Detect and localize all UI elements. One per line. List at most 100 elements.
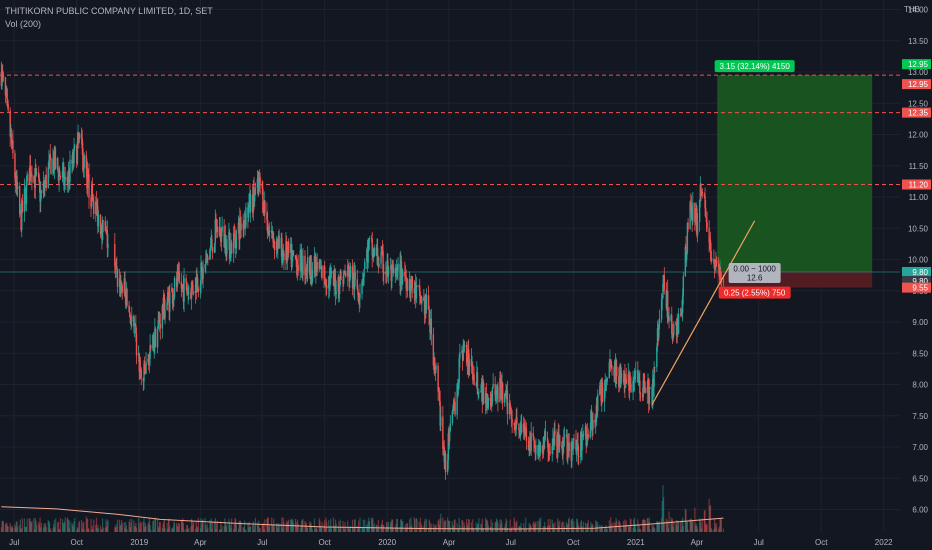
volume-bar bbox=[453, 519, 456, 532]
axis-price-label[interactable]: 9.80 bbox=[902, 276, 931, 286]
volume-bar bbox=[440, 513, 442, 532]
volume-bar bbox=[47, 520, 49, 532]
candle-body bbox=[722, 280, 725, 283]
candle-body bbox=[240, 223, 242, 231]
volume-bar bbox=[706, 524, 708, 532]
volume-bar bbox=[413, 517, 415, 532]
stop-label[interactable]: 0.25 (2.55%) 750 bbox=[718, 286, 791, 299]
volume-bar bbox=[435, 524, 437, 532]
volume-bar bbox=[627, 524, 629, 532]
volume-bar bbox=[404, 529, 406, 532]
volume-bar bbox=[218, 529, 220, 532]
volume-bar bbox=[642, 519, 644, 532]
candle-body bbox=[700, 191, 703, 197]
volume-bar bbox=[209, 520, 211, 532]
volume-bar bbox=[433, 529, 435, 532]
candle-body bbox=[690, 202, 692, 205]
candle-body bbox=[245, 207, 247, 227]
volume-bar bbox=[133, 520, 135, 532]
candle-body bbox=[421, 297, 423, 304]
axis-price-label[interactable]: 9.55 bbox=[902, 282, 931, 293]
axis-price-label[interactable]: 12.35 bbox=[902, 107, 931, 118]
volume-bar bbox=[313, 518, 316, 532]
candle-body bbox=[49, 154, 51, 159]
volume-bar bbox=[338, 521, 340, 532]
volume-bar bbox=[29, 521, 32, 532]
axis-price-label[interactable]: 9.80 bbox=[902, 267, 931, 277]
volume-bar bbox=[490, 519, 492, 532]
volume-bar bbox=[704, 509, 706, 532]
candle-body bbox=[391, 264, 393, 281]
candle-body bbox=[187, 292, 189, 296]
candle-body bbox=[639, 380, 641, 394]
volume-bar bbox=[214, 521, 216, 532]
long-position-profit-zone[interactable] bbox=[717, 75, 873, 272]
axis-price-label[interactable]: 11.20 bbox=[902, 179, 931, 190]
volume-bar bbox=[332, 517, 335, 532]
candle-body bbox=[448, 431, 451, 441]
candle-body bbox=[357, 288, 359, 296]
volume-bar bbox=[444, 521, 446, 532]
trend-line[interactable] bbox=[651, 220, 756, 405]
volume-bar bbox=[656, 520, 659, 532]
volume-bar bbox=[718, 528, 720, 532]
volume-bar bbox=[368, 517, 370, 532]
candle-body bbox=[292, 250, 295, 256]
volume-bar bbox=[597, 521, 599, 532]
volume-bar bbox=[622, 521, 625, 532]
volume-bar bbox=[601, 525, 603, 532]
candle-body bbox=[661, 297, 663, 300]
volume-bar bbox=[651, 524, 653, 532]
candle-body bbox=[171, 288, 174, 304]
candle-body bbox=[495, 393, 497, 396]
volume-bar bbox=[215, 529, 217, 532]
axis-price-label[interactable]: 12.95 bbox=[902, 59, 931, 70]
volume-bar bbox=[620, 527, 622, 532]
volume-bar bbox=[295, 521, 297, 532]
candle-body bbox=[44, 182, 46, 189]
volume-bar bbox=[686, 521, 688, 532]
candle-body bbox=[457, 382, 460, 390]
volume-bar bbox=[708, 498, 710, 532]
volume-bar bbox=[554, 522, 556, 532]
volume-bar bbox=[570, 520, 572, 532]
volume-bar bbox=[134, 526, 136, 532]
volume-bar bbox=[31, 520, 33, 532]
currency-label: THB bbox=[904, 5, 920, 14]
volume-bar bbox=[107, 519, 109, 532]
volume-bar bbox=[348, 527, 350, 532]
volume-bar bbox=[68, 528, 70, 532]
target-label[interactable]: 3.15 (32.14%) 4150 bbox=[714, 60, 795, 73]
volume-bar bbox=[668, 511, 670, 532]
candle-body bbox=[272, 231, 274, 243]
volume-bar bbox=[694, 525, 697, 532]
symbol-title[interactable]: THITIKORN PUBLIC COMPANY LIMITED, 1D, SE… bbox=[5, 6, 213, 16]
volume-indicator-title[interactable]: Vol (200) bbox=[5, 19, 42, 29]
candle-body bbox=[347, 265, 349, 277]
candle-body bbox=[416, 285, 418, 287]
axis-price-label-box bbox=[902, 282, 931, 293]
volume-bar bbox=[139, 529, 141, 532]
volume-bar bbox=[252, 525, 254, 532]
candle-body bbox=[7, 103, 9, 111]
candle-body bbox=[528, 446, 530, 450]
volume-bar bbox=[499, 519, 501, 532]
candle-body bbox=[425, 295, 428, 310]
volume-bar bbox=[486, 519, 488, 532]
volume-bar bbox=[337, 527, 339, 532]
candle-body bbox=[158, 320, 161, 324]
volume-bar bbox=[76, 527, 79, 532]
volume-bar bbox=[525, 517, 527, 532]
candle-body bbox=[503, 394, 506, 403]
candle-body bbox=[67, 181, 69, 183]
volume-bar bbox=[99, 525, 102, 532]
axis-price-label[interactable]: 12.95 bbox=[902, 79, 931, 90]
candle-body bbox=[157, 320, 159, 329]
candle-body bbox=[660, 299, 663, 320]
volume-bar bbox=[504, 527, 506, 532]
volume-bar bbox=[0, 527, 2, 532]
volume-bar bbox=[53, 524, 55, 532]
volume-bar bbox=[17, 526, 19, 532]
